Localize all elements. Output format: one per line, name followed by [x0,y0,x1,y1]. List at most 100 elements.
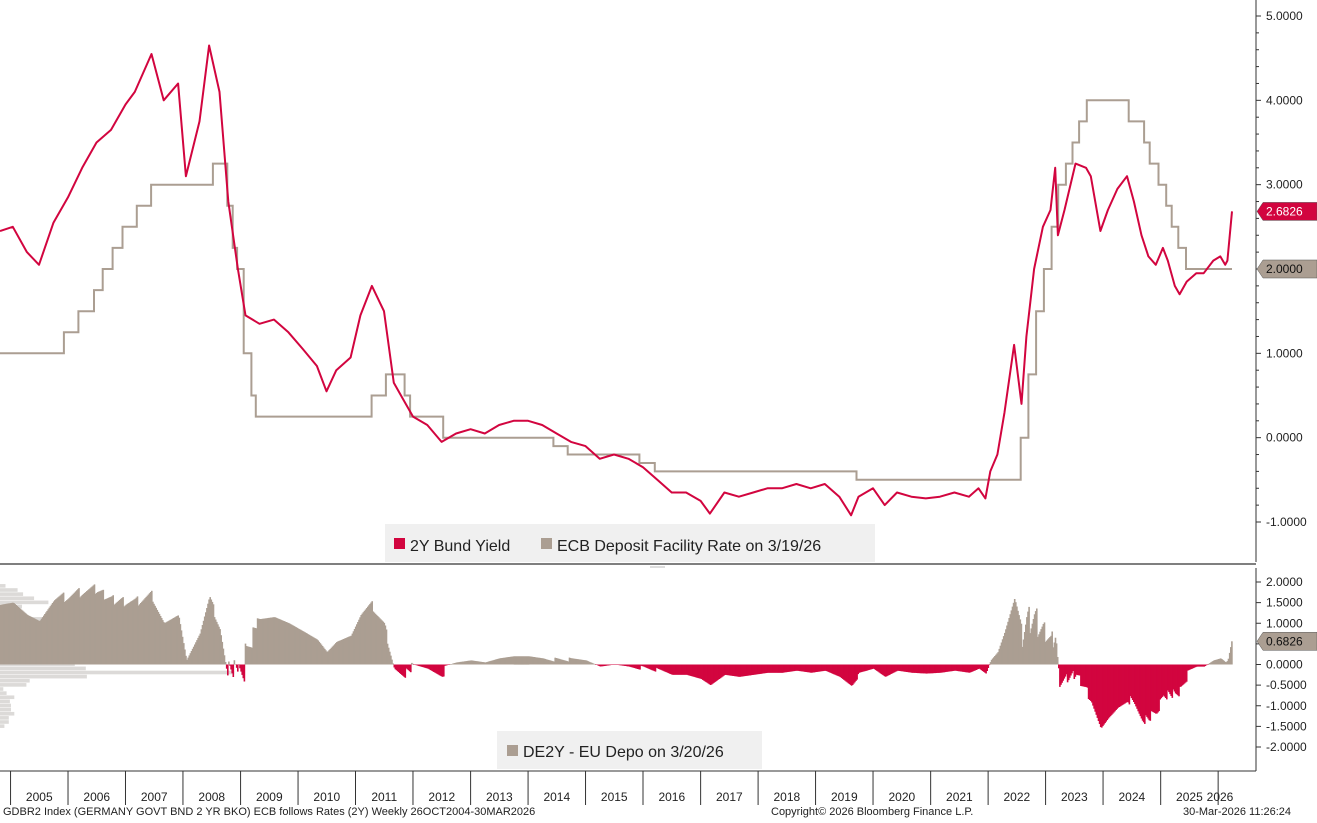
spread-bar [1205,664,1208,666]
spread-bar [1210,662,1212,665]
spread-bar [134,598,137,665]
spread-bar [493,659,496,665]
bund-last-value-tag: 2.6826 [1256,202,1317,221]
spread-bar [126,603,129,665]
spread-bar [994,656,996,665]
x-tick-label: 2014 [543,790,570,804]
spread-bar [94,593,97,665]
spread-bar [1094,664,1096,712]
spread-bar [389,651,391,665]
spread-bar [437,664,440,675]
spread-bar [350,635,353,665]
spread-bar [479,661,481,665]
spread-bar [171,618,174,665]
spread-bar [414,664,416,665]
spread-bar [181,636,184,665]
spread-bar [555,658,558,665]
spread-bar [581,659,584,665]
spread-bar [1101,664,1103,728]
spread-bar [1050,635,1052,665]
spread-bar [780,664,782,673]
spread-bar [969,664,972,673]
spread-bar [800,664,802,672]
spread-bar [354,626,357,665]
spread-bar [467,660,469,665]
spread-bar [1002,636,1005,665]
spread-bar [260,619,262,665]
spread-bar [300,630,303,665]
spread-bar [500,658,502,665]
spread-bar [544,658,546,665]
spread-bar [1129,664,1132,697]
spread-bar [162,620,164,665]
histogram-bar [0,674,87,679]
spread-bar [838,664,841,677]
spread-bar [192,646,195,665]
spread-bar [1019,619,1022,665]
spread-bar [400,664,402,674]
spread-bar [273,617,275,665]
spread-bar [264,618,267,665]
spread-bar [208,599,210,665]
spread-bar [901,664,904,672]
spread-bar [920,664,922,674]
legend-top-background [385,524,875,562]
spread-bar [1214,660,1217,665]
spread-bar [1061,664,1063,683]
spread-bar [779,664,781,673]
spread-bar [760,664,763,674]
spread-bar [1173,664,1176,692]
spread-bar [297,628,300,665]
spread-bar [473,660,476,665]
spread-bar [227,664,229,676]
spread-bar [337,641,339,665]
spread-bar [231,664,233,674]
spread-bar [131,600,133,665]
spread-bar [831,664,833,674]
spread-bar [62,592,65,665]
spread-bar [44,614,46,665]
spread-bar [1162,664,1165,696]
x-tick-label: 2011 [371,790,397,804]
spread-bar [962,664,964,672]
spread-bar [961,664,963,672]
spread-bar [329,649,332,665]
spread-bar [416,664,419,666]
x-tick-label: 2007 [141,790,168,804]
spread-bar [827,664,830,672]
spread-bar [738,664,740,677]
spread-bar [1017,610,1019,665]
spread-bar [145,596,148,665]
spread-bar [948,664,951,672]
spread-bar [196,640,198,665]
spread-bar [667,664,670,674]
spread-bar [1018,615,1020,665]
spread-bar [1044,641,1047,665]
spread-bar [524,656,527,665]
spread-bar [477,661,479,665]
spread-bar [1067,664,1070,681]
spread-bar [892,664,895,673]
spread-bar [516,656,519,665]
spread-bar [820,664,822,672]
spread-bar [453,663,455,665]
spread-bar [253,627,256,665]
spread-bar [695,664,697,678]
spread-bar [911,664,913,673]
x-tick-label: 2018 [773,790,800,804]
spread-bar [6,603,9,665]
histogram-bar [0,683,27,687]
spread-bar [535,657,538,665]
spread-bar [702,664,704,680]
spread-bar [189,653,192,665]
spread-bar [222,648,225,665]
spread-bar [1030,628,1033,665]
spread-bar [1167,664,1169,691]
spread-bar [1127,664,1130,703]
spread-bar [163,622,165,665]
spread-bar [397,664,400,673]
spread-bar [116,601,119,665]
spread-bar [975,664,977,670]
spread-bar [43,615,45,665]
spread-bar [1011,606,1014,665]
